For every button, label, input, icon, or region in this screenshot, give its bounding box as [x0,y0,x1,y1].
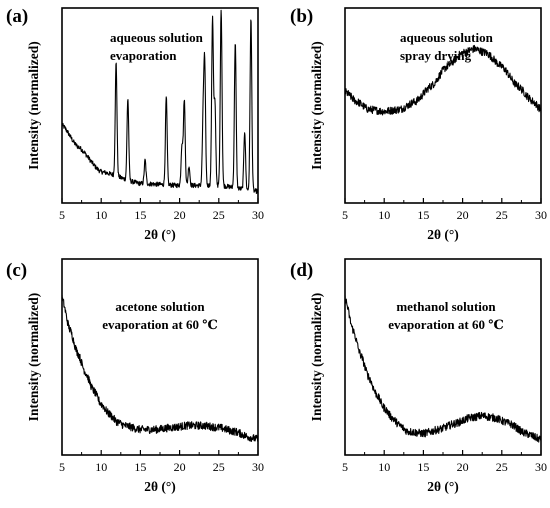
xrd-pattern-line [61,294,259,442]
panel-d: 5 10 15 20 25 30 2θ (°) Intensity (normalized) (… [290,258,547,494]
x-axis-label: 2θ (°) [144,479,176,494]
annotation-line: acetone solution [115,299,205,314]
x-tick-label: 5 [59,460,65,474]
annotation-line: methanol solution [396,299,496,314]
annotation-line: evaporation at 60 ℃ [388,317,504,332]
x-tick-label: 20 [174,208,186,222]
x-tick-label: 30 [535,208,547,222]
x-tick-label: 25 [213,460,225,474]
x-tick-label: 15 [134,460,146,474]
x-axis-label: 2θ (°) [427,227,459,242]
y-axis-label: Intensity (normalized) [26,293,41,422]
xrd-pattern-line [61,9,259,194]
panel-label: (d) [290,260,313,281]
x-tick-label: 15 [417,208,429,222]
panel-b: 5 10 15 20 25 30 2θ (°) Intensity (normalized) (… [290,6,547,242]
x-tick-label: 30 [252,460,264,474]
x-tick-label: 10 [378,460,390,474]
annotation-line: spray drying [400,48,472,63]
x-tick-label: 5 [342,208,348,222]
x-tick-label: 15 [417,460,429,474]
x-tick-label: 30 [252,208,264,222]
panel-c: 5 10 15 20 25 30 2θ (°) Intensity (normalized) (… [6,258,264,494]
y-axis-label: Intensity (normalized) [26,41,41,170]
panel-label: (a) [6,6,28,27]
x-tick-label: 25 [496,460,508,474]
x-tick-label: 10 [95,208,107,222]
x-tick-label: 15 [134,208,146,222]
xrd-pattern-line [344,295,542,443]
x-tick-label: 5 [342,460,348,474]
plot-frame [61,258,259,456]
x-tick-label: 5 [59,208,65,222]
x-tick-label: 25 [496,208,508,222]
x-tick-label: 30 [535,460,547,474]
x-tick-label: 10 [95,460,107,474]
panel-label: (b) [290,6,313,27]
x-axis-label: 2θ (°) [427,479,459,494]
annotation-line: aqueous solution [110,30,204,45]
x-tick-label: 20 [457,460,469,474]
annotation-line: aqueous solution [400,30,494,45]
y-axis-label: Intensity (normalized) [309,41,324,170]
x-tick-label: 20 [174,460,186,474]
panel-a: 5 10 15 20 25 30 2θ (°) Intensity (normalized) (… [6,6,264,242]
y-axis-label: Intensity (normalized) [309,293,324,422]
x-tick-label: 10 [378,208,390,222]
annotation-line: evaporation [110,48,177,63]
x-tick-label: 25 [213,208,225,222]
x-tick-label: 20 [457,208,469,222]
panel-label: (c) [6,260,27,281]
annotation-line: evaporation at 60 ℃ [102,317,218,332]
xrd-pattern-line [344,44,542,116]
x-axis-label: 2θ (°) [144,227,176,242]
